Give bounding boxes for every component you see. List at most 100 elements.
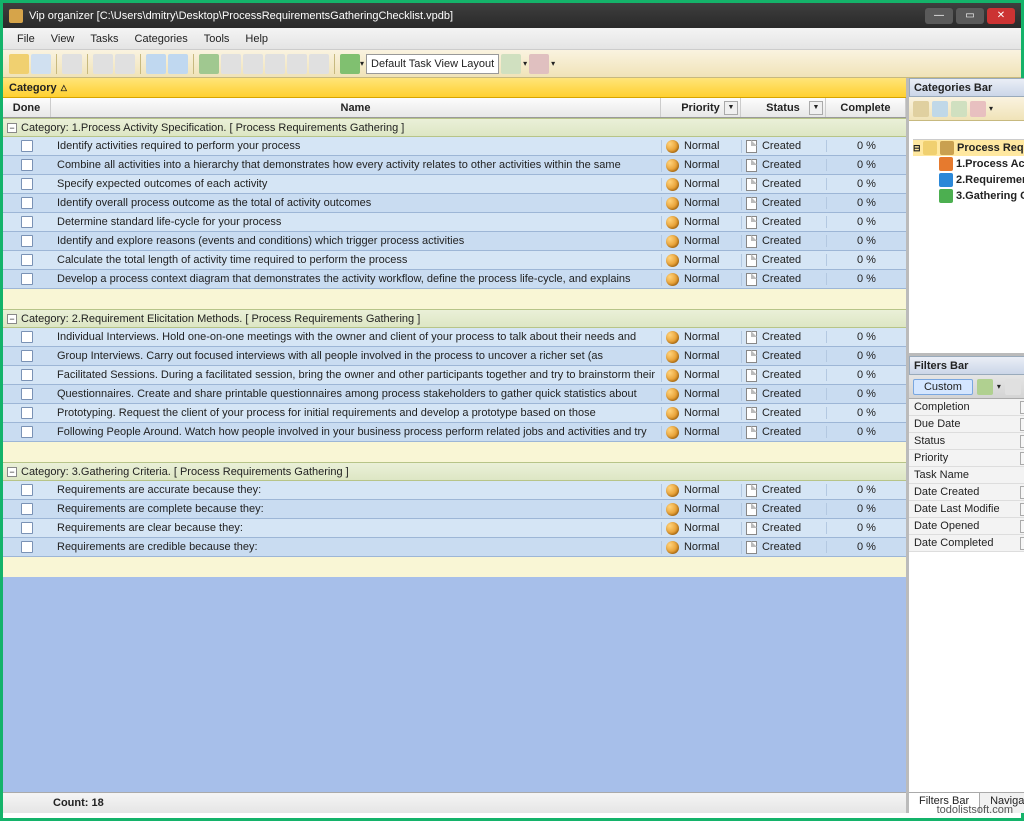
maximize-button[interactable]: ▭ bbox=[956, 8, 984, 24]
tool1-icon[interactable] bbox=[221, 54, 241, 74]
filter-row[interactable]: Date Last Modifie▼ bbox=[909, 501, 1024, 518]
done-checkbox[interactable] bbox=[21, 522, 33, 534]
minimize-button[interactable]: — bbox=[925, 8, 953, 24]
done-checkbox[interactable] bbox=[21, 369, 33, 381]
done-checkbox[interactable] bbox=[21, 178, 33, 190]
task-row[interactable]: Following People Around. Watch how peopl… bbox=[3, 423, 906, 442]
done-checkbox[interactable] bbox=[21, 273, 33, 285]
task-row[interactable]: Requirements are complete because they:N… bbox=[3, 500, 906, 519]
task-row[interactable]: Requirements are accurate because they:N… bbox=[3, 481, 906, 500]
cat-del-icon[interactable] bbox=[970, 101, 986, 117]
tool3-icon[interactable] bbox=[265, 54, 285, 74]
task-row[interactable]: Group Interviews. Carry out focused inte… bbox=[3, 347, 906, 366]
dropdown-icon[interactable]: ▼ bbox=[1020, 401, 1024, 414]
done-checkbox[interactable] bbox=[21, 216, 33, 228]
tool4-icon[interactable] bbox=[287, 54, 307, 74]
task-row[interactable]: Identify overall process outcome as the … bbox=[3, 194, 906, 213]
collapse-icon[interactable]: − bbox=[7, 123, 17, 133]
task-row[interactable]: Calculate the total length of activity t… bbox=[3, 251, 906, 270]
done-checkbox[interactable] bbox=[21, 350, 33, 362]
dropdown-icon[interactable]: ▼ bbox=[1020, 486, 1024, 499]
filter-clear-icon[interactable] bbox=[1005, 379, 1021, 395]
filter-row[interactable]: Date Completed▼ bbox=[909, 535, 1024, 552]
done-checkbox[interactable] bbox=[21, 140, 33, 152]
footer-link[interactable]: todolistsoft.com bbox=[937, 804, 1013, 816]
tree-node[interactable]: 2.Requirement Elicitation Me66 bbox=[913, 172, 1024, 188]
filter-add-icon[interactable] bbox=[977, 379, 993, 395]
menu-tasks[interactable]: Tasks bbox=[82, 33, 126, 45]
task-row[interactable]: Individual Interviews. Hold one-on-one m… bbox=[3, 328, 906, 347]
dropdown-icon[interactable]: ▼ bbox=[1020, 503, 1024, 516]
priority-filter-icon[interactable]: ▼ bbox=[724, 101, 738, 115]
task-row[interactable]: Requirements are clear because they:Norm… bbox=[3, 519, 906, 538]
col-status[interactable]: Status▼ bbox=[741, 98, 826, 117]
filter-row[interactable]: Status▼ bbox=[909, 433, 1024, 450]
close-button[interactable]: ✕ bbox=[987, 8, 1015, 24]
task-row[interactable]: Facilitated Sessions. During a facilitat… bbox=[3, 366, 906, 385]
task-row[interactable]: Specify expected outcomes of each activi… bbox=[3, 175, 906, 194]
copy-icon[interactable] bbox=[62, 54, 82, 74]
col-name[interactable]: Name bbox=[51, 98, 661, 117]
filter-row[interactable]: Completion▼ bbox=[909, 399, 1024, 416]
tree-node[interactable]: 1.Process Activity Specificat88 bbox=[913, 156, 1024, 172]
done-checkbox[interactable] bbox=[21, 254, 33, 266]
menu-tools[interactable]: Tools bbox=[196, 33, 238, 45]
custom-filter-button[interactable]: Custom bbox=[913, 379, 973, 395]
cat-tool-icon[interactable] bbox=[951, 101, 967, 117]
cat-new-icon[interactable] bbox=[913, 101, 929, 117]
menu-help[interactable]: Help bbox=[237, 33, 276, 45]
redo-icon[interactable] bbox=[168, 54, 188, 74]
collapse-icon[interactable]: − bbox=[7, 467, 17, 477]
group-header[interactable]: −Category: 1.Process Activity Specificat… bbox=[3, 118, 906, 137]
done-checkbox[interactable] bbox=[21, 197, 33, 209]
dropdown-icon[interactable]: ▼ bbox=[1020, 435, 1024, 448]
dropdown-icon[interactable]: ▼ bbox=[1020, 418, 1024, 431]
categories-tree[interactable]: UnD...T... ⊟ Process Requirements Gathe … bbox=[909, 121, 1024, 353]
filter-row[interactable]: Due Date▼ bbox=[909, 416, 1024, 433]
dropdown-icon[interactable]: ▼ bbox=[1020, 452, 1024, 465]
col-complete[interactable]: Complete bbox=[826, 98, 906, 117]
layout-combo[interactable]: Default Task View Layout bbox=[366, 54, 499, 74]
filter-row[interactable]: Priority▼ bbox=[909, 450, 1024, 467]
group-header[interactable]: −Category: 3.Gathering Criteria. [ Proce… bbox=[3, 462, 906, 481]
done-checkbox[interactable] bbox=[21, 331, 33, 343]
task-row[interactable]: Identify activities required to perform … bbox=[3, 137, 906, 156]
done-checkbox[interactable] bbox=[21, 235, 33, 247]
task-row[interactable]: Requirements are credible because they:N… bbox=[3, 538, 906, 557]
tree-root[interactable]: ⊟ Process Requirements Gathe 1818 bbox=[913, 140, 1024, 156]
collapse-icon[interactable]: − bbox=[7, 314, 17, 324]
dropdown-icon[interactable]: ▼ bbox=[1020, 520, 1024, 533]
status-filter-icon[interactable]: ▼ bbox=[809, 101, 823, 115]
col-priority[interactable]: Priority▼ bbox=[661, 98, 741, 117]
done-checkbox[interactable] bbox=[21, 426, 33, 438]
done-checkbox[interactable] bbox=[21, 159, 33, 171]
delete-icon[interactable] bbox=[529, 54, 549, 74]
new-icon[interactable] bbox=[9, 54, 29, 74]
task-row[interactable]: Develop a process context diagram that d… bbox=[3, 270, 906, 289]
layout1-icon[interactable] bbox=[501, 54, 521, 74]
task-row[interactable]: Prototyping. Request the client of your … bbox=[3, 404, 906, 423]
tree-node[interactable]: 3.Gathering Criteria.44 bbox=[913, 188, 1024, 204]
group-by-bar[interactable]: Category△ bbox=[3, 78, 906, 98]
menu-file[interactable]: File bbox=[9, 33, 43, 45]
preview-icon[interactable] bbox=[115, 54, 135, 74]
task-row[interactable]: Combine all activities into a hierarchy … bbox=[3, 156, 906, 175]
done-checkbox[interactable] bbox=[21, 541, 33, 553]
done-checkbox[interactable] bbox=[21, 503, 33, 515]
open-icon[interactable] bbox=[31, 54, 51, 74]
tool5-icon[interactable] bbox=[309, 54, 329, 74]
done-checkbox[interactable] bbox=[21, 484, 33, 496]
tool2-icon[interactable] bbox=[243, 54, 263, 74]
dropdown-icon[interactable]: ▼ bbox=[1020, 537, 1024, 550]
group-header[interactable]: −Category: 2.Requirement Elicitation Met… bbox=[3, 309, 906, 328]
done-checkbox[interactable] bbox=[21, 388, 33, 400]
undo-icon[interactable] bbox=[146, 54, 166, 74]
filter-row[interactable]: Date Opened▼ bbox=[909, 518, 1024, 535]
task-row[interactable]: Questionnaires. Create and share printab… bbox=[3, 385, 906, 404]
filter-row[interactable]: Task Name bbox=[909, 467, 1024, 484]
run-icon[interactable] bbox=[340, 54, 360, 74]
filter-row[interactable]: Date Created▼ bbox=[909, 484, 1024, 501]
task-row[interactable]: Identify and explore reasons (events and… bbox=[3, 232, 906, 251]
task-grid[interactable]: −Category: 1.Process Activity Specificat… bbox=[3, 118, 906, 792]
done-checkbox[interactable] bbox=[21, 407, 33, 419]
